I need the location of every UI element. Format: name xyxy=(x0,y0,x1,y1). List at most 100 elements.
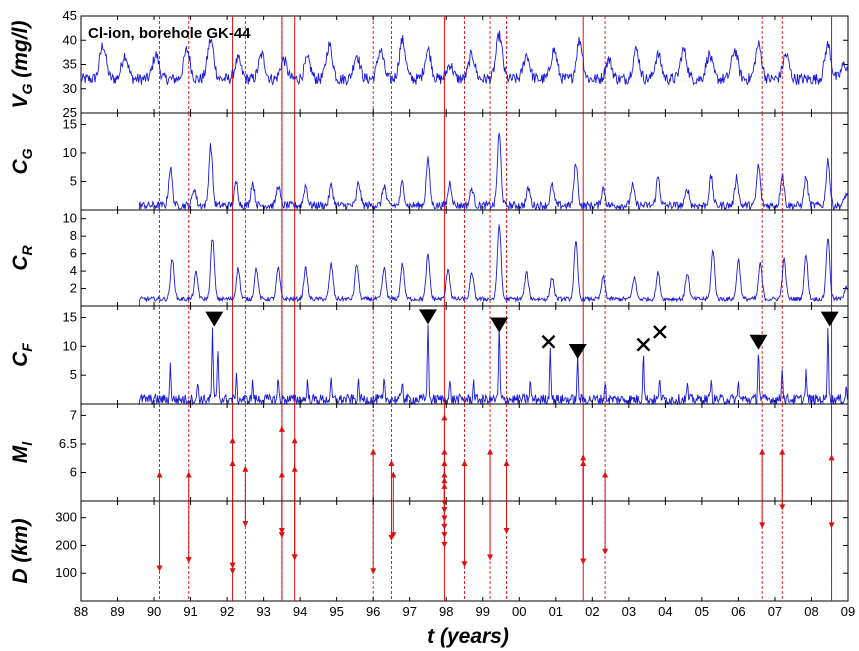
x-tick-label: 92 xyxy=(220,604,234,619)
magnitude-arrowhead xyxy=(390,471,397,478)
y-axis-label-main: C xyxy=(9,255,32,271)
y-tick-label: 10 xyxy=(63,338,77,353)
y-tick-label: 35 xyxy=(63,57,77,72)
depth-arrowhead xyxy=(461,561,468,568)
depth-arrowhead xyxy=(828,522,835,529)
depth-arrowhead xyxy=(441,523,448,530)
magnitude-arrowhead xyxy=(185,471,192,478)
x-tick-label: 95 xyxy=(329,604,343,619)
depth-arrowhead xyxy=(441,541,448,548)
y-axis-label: VG (mg/l) xyxy=(9,21,35,109)
depth-arrowhead xyxy=(759,522,766,529)
magnitude-arrowhead xyxy=(779,448,786,455)
triangle-marker xyxy=(749,334,768,350)
y-tick-label: 300 xyxy=(55,510,77,525)
x-tick-label: 04 xyxy=(658,604,672,619)
magnitude-arrowhead xyxy=(291,465,298,472)
x-tick-label: 03 xyxy=(622,604,636,619)
panel-cf: 15 10 5 CF xyxy=(9,305,849,406)
magnitude-arrowhead xyxy=(441,414,448,421)
x-tick-label: 02 xyxy=(585,604,599,619)
magnitude-arrowhead xyxy=(229,460,236,467)
depth-arrowhead xyxy=(242,521,249,527)
series-line-cf xyxy=(81,324,848,406)
magnitude-arrowhead xyxy=(487,448,494,455)
depth-arrowhead xyxy=(156,565,163,572)
depth-arrowhead xyxy=(229,568,236,575)
depth-arrowhead xyxy=(441,532,448,539)
y-tick-label: 6 xyxy=(70,246,77,261)
depth-arrowhead xyxy=(370,568,377,575)
depth-arrowhead xyxy=(441,507,448,514)
triangle-marker xyxy=(490,317,509,333)
depth-arrowhead xyxy=(602,548,609,555)
y-axis-label-sub: l xyxy=(19,441,35,446)
y-axis-label-main: D xyxy=(9,569,32,584)
series-line-cg xyxy=(81,133,848,212)
y-axis-label: CF xyxy=(9,343,35,367)
y-tick-label: 45 xyxy=(63,8,77,23)
depth-arrowhead xyxy=(441,515,448,522)
y-axis-label: Ml xyxy=(9,441,35,464)
magnitude-arrowhead xyxy=(441,448,448,455)
y-axis-label-unit: (km) xyxy=(9,518,32,568)
x-tick-label: 93 xyxy=(256,604,270,619)
x-tick-label: 94 xyxy=(293,604,307,619)
x-tick-label: 88 xyxy=(74,604,88,619)
y-tick-label: 200 xyxy=(55,537,77,552)
y-tick-label: 15 xyxy=(63,116,77,131)
panel-cg: 15 10 5 CG xyxy=(9,112,849,212)
y-tick-label: 10 xyxy=(63,211,77,226)
cross-marker xyxy=(653,325,667,339)
triangle-marker xyxy=(205,311,224,327)
magnitude-arrowhead xyxy=(759,448,766,455)
magnitude-arrowhead xyxy=(291,437,298,444)
y-axis-label-main: V xyxy=(9,92,32,108)
magnitude-arrowhead xyxy=(229,437,236,444)
panel-d: 100 200 300 D (km) xyxy=(9,500,849,602)
x-tick-label: 01 xyxy=(549,604,563,619)
magnitude-arrowhead xyxy=(278,425,285,432)
y-tick-label: 2 xyxy=(70,281,77,296)
magnitude-arrowhead xyxy=(580,454,587,461)
panel-cr: 10 8 6 4 2 CR xyxy=(9,209,849,307)
depth-arrowhead xyxy=(580,558,587,565)
x-tick-label: 97 xyxy=(402,604,416,619)
chart-title: Cl-ion, borehole GK-44 xyxy=(88,25,251,42)
y-tick-label: 5 xyxy=(70,367,77,382)
magnitude-arrowhead xyxy=(242,465,249,472)
y-axis-label-sub: G xyxy=(19,83,35,94)
depth-arrowhead xyxy=(503,527,510,534)
depth-arrowhead xyxy=(185,557,192,564)
x-tick-label: 99 xyxy=(476,604,490,619)
x-tick-label: 00 xyxy=(512,604,526,619)
x-axis-label: t (years) xyxy=(427,625,509,648)
x-tick-label: 05 xyxy=(695,604,709,619)
y-tick-label: 7 xyxy=(70,407,77,422)
triangle-marker xyxy=(568,343,587,359)
y-axis-label-sub: F xyxy=(19,343,35,352)
panel-mi: 7 6.5 6 Ml xyxy=(9,403,849,502)
x-tick-label: 91 xyxy=(183,604,197,619)
y-tick-label: 6.5 xyxy=(59,436,77,451)
depth-arrowhead xyxy=(278,532,285,539)
x-tick-label: 07 xyxy=(768,604,782,619)
x-tick-label: 96 xyxy=(366,604,380,619)
y-axis-label-main: M xyxy=(9,445,32,463)
y-tick-label: 5 xyxy=(70,173,77,188)
magnitude-arrowhead xyxy=(278,471,285,478)
y-tick-label: 40 xyxy=(63,32,77,47)
y-axis-label: CR xyxy=(9,244,35,270)
magnitude-arrowhead xyxy=(580,460,587,467)
x-tick-label: 08 xyxy=(804,604,818,619)
series-line-cr xyxy=(81,224,848,307)
y-tick-label: 25 xyxy=(63,105,77,120)
magnitude-arrowhead xyxy=(503,460,510,467)
x-tick-label: 06 xyxy=(731,604,745,619)
magnitude-arrowhead xyxy=(388,460,395,467)
panel-frame xyxy=(80,305,849,405)
depth-arrowhead xyxy=(779,504,786,511)
x-tick-label: 09 xyxy=(841,604,855,619)
